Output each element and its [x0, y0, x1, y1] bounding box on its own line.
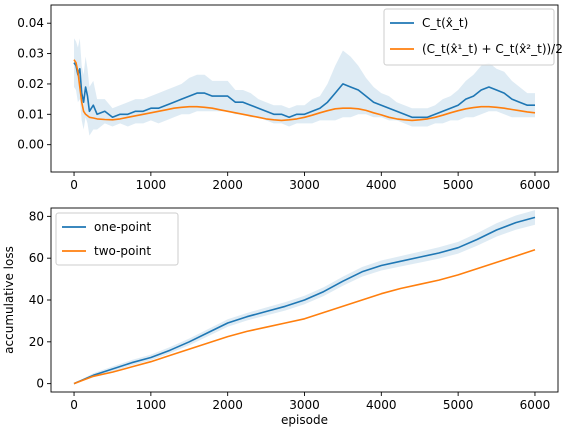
x-tick-label: 0 — [70, 398, 78, 412]
x-tick-label: 3000 — [289, 398, 320, 412]
x-tick-label: 4000 — [366, 178, 397, 192]
y-tick-label: 20 — [29, 335, 44, 349]
y-tick-label: 0.01 — [17, 107, 44, 121]
bottom-panel: 0 1000 2000 3000 4000 5000 6000 0 20 40 60 80 episod… — [2, 207, 559, 427]
x-tick-label: 5000 — [443, 398, 474, 412]
x-tick-label: 6000 — [520, 178, 551, 192]
y-axis-title: accumulative loss — [2, 246, 16, 354]
y-tick-label: 0.04 — [17, 16, 44, 30]
x-tick-label: 1000 — [136, 398, 167, 412]
y-tick-label: 0.03 — [17, 47, 44, 61]
y-tick-label: 0.00 — [17, 138, 44, 152]
legend-label-1: (C_t(x̂¹_t) + C_t(x̂²_t))/2 — [422, 42, 563, 56]
legend-label-1: two-point — [94, 244, 151, 258]
x-tick-label: 6000 — [520, 398, 551, 412]
y-tick-label: 80 — [29, 209, 44, 223]
plot-area — [73, 38, 536, 136]
legend-box — [383, 8, 555, 66]
legend-box — [55, 212, 179, 266]
legend-label-0: one-point — [94, 220, 152, 234]
plot-area — [73, 210, 536, 385]
series-band-0 — [74, 210, 535, 384]
y-tick-label: 0.02 — [17, 77, 44, 91]
x-tick-label: 5000 — [443, 178, 474, 192]
series-line-0 — [73, 62, 535, 119]
legend-label-0: C_t(x̂_t) — [422, 16, 468, 30]
legend: C_t(x̂_t) (C_t(x̂¹_t) + C_t(x̂²_t))/2 — [383, 8, 563, 66]
legend: one-point two-point — [55, 212, 179, 266]
top-panel: 0 1000 2000 3000 4000 5000 6000 0.00 0.01 0.02 0.0… — [17, 4, 563, 192]
series-line-1 — [73, 249, 536, 385]
series-line-1 — [73, 59, 536, 122]
x-tick-label: 1000 — [136, 178, 167, 192]
x-tick-label: 0 — [70, 178, 78, 192]
y-tick-label: 0 — [36, 377, 44, 391]
x-tick-label: 2000 — [212, 398, 243, 412]
series-band-0 — [74, 38, 535, 136]
x-tick-label: 2000 — [212, 178, 243, 192]
y-tick-label: 60 — [29, 251, 44, 265]
x-tick-label: 3000 — [289, 178, 320, 192]
x-tick-label: 4000 — [366, 398, 397, 412]
series-line-0 — [73, 216, 536, 385]
y-tick-label: 40 — [29, 293, 44, 307]
x-axis-title: episode — [281, 413, 328, 427]
